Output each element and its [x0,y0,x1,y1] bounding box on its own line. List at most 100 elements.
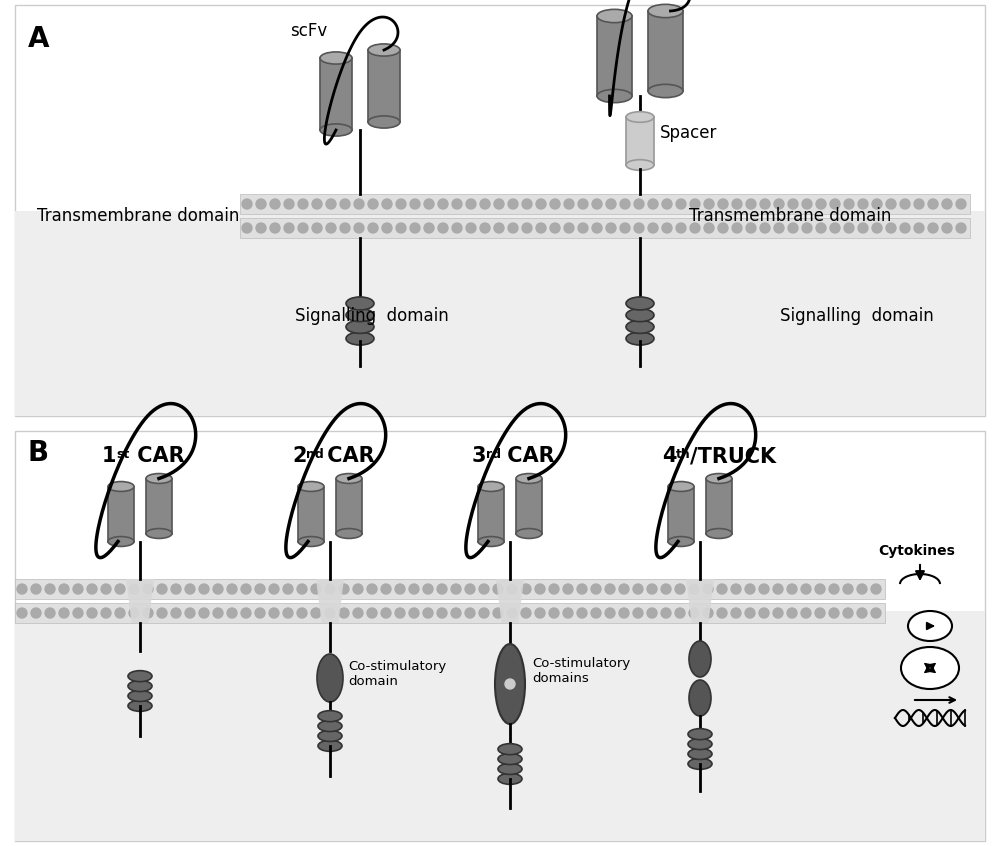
Text: CAR: CAR [500,446,555,466]
Circle shape [619,584,629,594]
Text: scFv: scFv [290,22,327,40]
Circle shape [914,199,924,209]
Circle shape [732,223,742,233]
Ellipse shape [318,740,342,751]
Circle shape [255,584,265,594]
Circle shape [956,223,966,233]
Circle shape [942,223,952,233]
Circle shape [872,223,882,233]
Circle shape [787,584,797,594]
Circle shape [718,199,728,209]
Text: nd: nd [306,448,324,461]
Circle shape [409,584,419,594]
Ellipse shape [320,124,352,136]
Circle shape [157,584,167,594]
Circle shape [745,584,755,594]
Circle shape [843,584,853,594]
Circle shape [256,199,266,209]
Circle shape [563,608,573,618]
Circle shape [340,199,350,209]
Circle shape [171,608,181,618]
Circle shape [339,608,349,618]
Circle shape [480,223,490,233]
Circle shape [633,584,643,594]
Circle shape [521,584,531,594]
Circle shape [325,608,335,618]
Circle shape [143,584,153,594]
Circle shape [549,608,559,618]
Circle shape [213,608,223,618]
Circle shape [129,584,139,594]
Circle shape [340,223,350,233]
Circle shape [564,199,574,209]
Ellipse shape [597,9,632,23]
Bar [706,479,732,534]
Circle shape [396,199,406,209]
Circle shape [620,199,630,209]
Circle shape [606,199,616,209]
Circle shape [690,223,700,233]
Circle shape [844,199,854,209]
Circle shape [367,608,377,618]
Bar [108,486,134,541]
Circle shape [731,608,741,618]
Circle shape [505,679,515,689]
Circle shape [619,608,629,618]
Ellipse shape [128,690,152,701]
Bar [240,194,970,214]
Circle shape [479,584,489,594]
Circle shape [339,584,349,594]
Ellipse shape [908,611,952,641]
Circle shape [466,223,476,233]
Circle shape [801,608,811,618]
Circle shape [577,584,587,594]
Circle shape [87,608,97,618]
Ellipse shape [318,730,342,741]
Circle shape [354,223,364,233]
Circle shape [451,608,461,618]
Circle shape [886,223,896,233]
Polygon shape [496,579,524,623]
Circle shape [689,584,699,594]
Circle shape [410,223,420,233]
Circle shape [591,584,601,594]
Circle shape [620,223,630,233]
Circle shape [858,199,868,209]
Circle shape [451,584,461,594]
Ellipse shape [626,321,654,333]
Circle shape [606,223,616,233]
Circle shape [283,608,293,618]
Circle shape [717,584,727,594]
Ellipse shape [688,749,712,760]
Circle shape [718,223,728,233]
Text: Transmembrane domain: Transmembrane domain [37,207,239,225]
Ellipse shape [516,529,542,538]
Circle shape [298,223,308,233]
Circle shape [871,608,881,618]
Circle shape [732,199,742,209]
Circle shape [633,608,643,618]
Circle shape [227,584,237,594]
Circle shape [647,584,657,594]
Circle shape [536,199,546,209]
Bar [597,16,632,96]
Text: st: st [116,448,129,461]
Ellipse shape [498,754,522,765]
Circle shape [452,199,462,209]
Circle shape [857,608,867,618]
Circle shape [676,223,686,233]
Circle shape [382,223,392,233]
Circle shape [689,608,699,618]
Circle shape [269,584,279,594]
Circle shape [829,608,839,618]
Ellipse shape [108,536,134,547]
Circle shape [675,608,685,618]
Bar [15,579,885,599]
Circle shape [830,223,840,233]
Circle shape [745,608,755,618]
Ellipse shape [317,654,343,702]
Circle shape [311,608,321,618]
Ellipse shape [626,309,654,321]
Circle shape [900,223,910,233]
Text: Cytokines: Cytokines [878,544,955,558]
